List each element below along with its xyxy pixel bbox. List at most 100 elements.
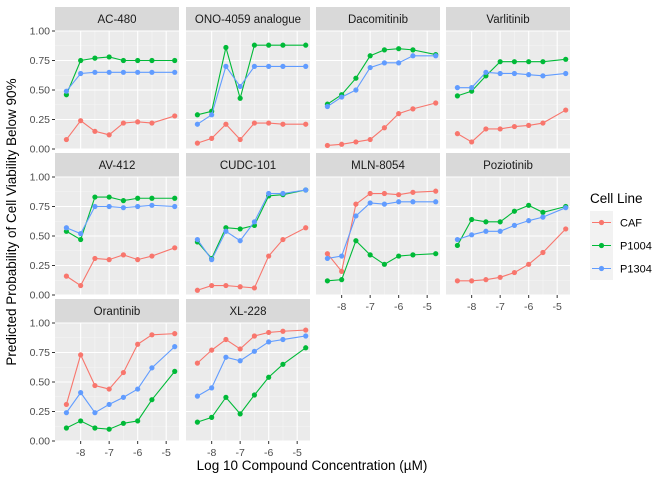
data-point-caf [209, 135, 215, 141]
data-point-p1004 [280, 361, 286, 367]
data-point-p1304 [367, 200, 373, 206]
data-point-p1304 [209, 257, 215, 263]
data-point-p1004 [367, 53, 373, 59]
data-point-p1004 [149, 57, 155, 64]
data-point-p1304 [511, 222, 518, 228]
data-point-p1304 [454, 236, 461, 243]
data-point-p1004 [120, 198, 127, 204]
data-point-caf [433, 100, 439, 106]
data-point-caf [78, 118, 84, 124]
data-point-p1304 [280, 63, 286, 69]
data-point-caf [223, 282, 229, 289]
data-point-p1004 [353, 238, 359, 244]
data-point-caf [381, 125, 388, 131]
data-point-p1304 [526, 72, 532, 78]
data-point-caf [303, 327, 309, 333]
data-point-caf [280, 328, 286, 334]
y-tick-label: 0.50 [30, 377, 51, 389]
data-point-caf [149, 120, 155, 126]
legend-item-caf: CAF [590, 211, 642, 234]
data-point-p1004 [237, 226, 243, 232]
data-point-caf [135, 341, 141, 347]
x-tick-label: -7 [495, 301, 504, 313]
data-point-caf [237, 284, 243, 290]
data-point-p1004 [149, 195, 155, 201]
data-point-p1304 [63, 410, 70, 416]
data-point-caf [324, 251, 331, 257]
data-point-caf [483, 277, 489, 283]
data-point-p1004 [497, 219, 503, 225]
data-point-caf [251, 120, 258, 126]
data-point-p1304 [172, 69, 178, 75]
data-point-p1304 [92, 203, 98, 210]
series-line-p1004 [66, 371, 176, 430]
y-tick-label: 1.00 [30, 172, 51, 184]
data-point-p1304 [266, 63, 272, 69]
data-point-caf [367, 136, 373, 143]
data-point-p1304 [237, 83, 243, 90]
data-point-caf [367, 190, 373, 197]
data-point-caf [149, 332, 155, 338]
data-point-p1304 [280, 336, 286, 343]
facet-title: Orantinib [94, 306, 141, 318]
data-point-p1004 [540, 59, 546, 65]
data-point-caf [120, 120, 127, 126]
y-tick-label: 0.25 [30, 114, 51, 126]
data-point-caf [106, 257, 112, 263]
x-axis-title: Log 10 Compound Concentration (µM) [197, 458, 428, 473]
x-tick-label: -5 [553, 301, 562, 313]
data-point-p1304 [511, 70, 518, 77]
data-point-p1004 [433, 251, 439, 257]
data-point-p1304 [469, 85, 475, 91]
facet-title: Dacomitinib [348, 14, 408, 26]
data-point-caf [280, 121, 286, 127]
data-point-p1304 [381, 201, 388, 207]
data-point-p1004 [454, 93, 461, 99]
data-point-caf [339, 141, 345, 147]
data-point-caf [194, 360, 201, 366]
data-point-p1004 [172, 57, 178, 64]
chart-panels: AC-480 0.00 0.25 0.50 0.75 1.00 ONO-4059 analo… [30, 7, 570, 459]
legend: Cell Line CAF P1004 P1304 [590, 191, 652, 280]
data-point-caf [511, 269, 518, 276]
data-point-p1304 [526, 218, 532, 224]
data-point-p1304 [120, 205, 127, 211]
data-point-caf [266, 253, 272, 259]
data-point-p1004 [410, 47, 416, 53]
data-point-p1304 [63, 225, 70, 231]
data-point-caf [353, 139, 359, 145]
data-point-p1304 [135, 386, 141, 392]
data-point-p1004 [120, 57, 127, 64]
y-tick-label: 0.25 [30, 260, 51, 272]
data-point-p1004 [280, 42, 286, 48]
data-point-p1304 [324, 255, 331, 262]
facet-strip [316, 7, 440, 31]
data-point-p1304 [149, 365, 155, 371]
facet-title: AV-412 [99, 160, 136, 172]
data-point-p1304 [223, 354, 229, 360]
x-tick-label: -5 [293, 447, 302, 459]
x-tick-label: -6 [264, 447, 273, 459]
x-tick-label: -7 [235, 447, 244, 459]
data-point-p1004 [526, 202, 532, 208]
legend-label: P1004 [620, 241, 652, 253]
data-point-p1004 [396, 46, 402, 52]
data-point-p1304 [396, 60, 402, 66]
legend-key-point [598, 219, 605, 226]
data-point-caf [106, 132, 112, 138]
data-point-caf [120, 252, 127, 258]
facet-strip [55, 7, 179, 31]
data-point-p1004 [303, 42, 309, 48]
panel-varlitinib: Varlitinib [446, 7, 570, 150]
x-tick-label: -6 [133, 447, 142, 459]
data-point-caf [526, 122, 532, 128]
data-point-caf [237, 346, 243, 352]
data-point-p1304 [251, 219, 258, 225]
data-point-caf [511, 123, 518, 130]
data-point-p1304 [209, 385, 215, 391]
facet-strip [186, 153, 310, 177]
y-tick-label: 0.25 [30, 406, 51, 418]
data-point-p1304 [280, 190, 286, 197]
y-tick-label: 0.00 [30, 436, 51, 448]
facet-title: MLN-8054 [351, 160, 405, 172]
